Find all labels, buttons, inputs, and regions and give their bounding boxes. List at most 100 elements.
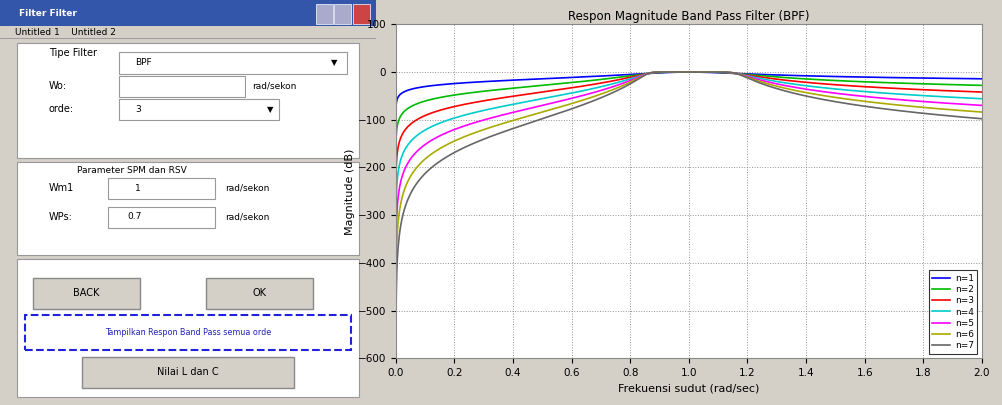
Text: WPs:: WPs: (49, 212, 73, 222)
n=7 (772, 86, 784, 91)
n=3 (683, 70, 695, 75)
n=6 (976, 110, 988, 115)
n=6 (496, 121, 508, 126)
n=4 (614, 79, 626, 84)
n=7 (828, 99, 840, 104)
n=4 (390, 215, 402, 220)
n=7 (390, 325, 402, 330)
Y-axis label: Magnitude (dB): Magnitude (dB) (345, 148, 355, 234)
n=1 (976, 77, 988, 81)
n=6 (741, 75, 754, 80)
n=4 (872, 90, 884, 95)
FancyBboxPatch shape (119, 76, 245, 97)
n=1 (496, 78, 508, 83)
FancyBboxPatch shape (205, 278, 313, 309)
n=7 (741, 76, 754, 81)
n=2 (772, 75, 784, 79)
FancyBboxPatch shape (119, 99, 280, 120)
Text: 0.7: 0.7 (128, 212, 142, 221)
n=5 (681, 70, 693, 75)
n=5 (772, 81, 784, 86)
FancyBboxPatch shape (17, 162, 359, 255)
Text: BPF: BPF (135, 58, 152, 67)
n=5 (828, 91, 840, 96)
n=1 (772, 72, 784, 77)
Text: Nilai L dan C: Nilai L dan C (157, 367, 218, 377)
n=3 (741, 72, 754, 77)
FancyBboxPatch shape (108, 207, 215, 228)
n=2 (683, 70, 695, 75)
n=7 (680, 70, 692, 75)
Text: 3: 3 (135, 105, 141, 114)
n=6 (390, 289, 402, 294)
n=5 (496, 113, 508, 117)
n=2 (828, 78, 840, 83)
n=4 (828, 86, 840, 91)
n=2 (496, 87, 508, 92)
n=1 (872, 75, 884, 80)
n=3 (828, 82, 840, 87)
n=5 (872, 95, 884, 100)
Text: ▼: ▼ (331, 58, 337, 67)
Bar (316, 4, 333, 24)
n=3 (390, 179, 402, 184)
Text: orde:: orde: (49, 104, 74, 114)
FancyBboxPatch shape (119, 52, 347, 74)
Text: Wm1: Wm1 (49, 183, 74, 193)
Text: BACK: BACK (73, 288, 99, 298)
FancyBboxPatch shape (81, 357, 295, 388)
n=1 (828, 74, 840, 79)
Bar (335, 4, 352, 24)
n=3 (772, 77, 784, 82)
n=7 (976, 116, 988, 121)
X-axis label: Frekuensi sudut (rad/sec): Frekuensi sudut (rad/sec) (618, 384, 760, 394)
Line: n=3: n=3 (396, 72, 982, 181)
n=6 (828, 95, 840, 100)
Text: ▼: ▼ (267, 105, 274, 114)
Line: n=1: n=1 (396, 72, 982, 109)
FancyBboxPatch shape (33, 278, 140, 309)
Bar (353, 4, 370, 24)
Text: OK: OK (253, 288, 267, 298)
n=5 (976, 103, 988, 108)
Text: Filter Filter: Filter Filter (19, 9, 77, 18)
n=3 (872, 85, 884, 90)
n=1 (683, 70, 695, 75)
FancyBboxPatch shape (108, 178, 215, 199)
n=7 (614, 87, 626, 92)
Line: n=5: n=5 (396, 72, 982, 255)
Text: rad/sekon: rad/sekon (225, 212, 270, 221)
n=3 (614, 77, 626, 82)
n=4 (772, 79, 784, 84)
n=7 (872, 106, 884, 111)
n=6 (681, 70, 693, 75)
n=2 (872, 80, 884, 85)
Bar (0, 0, 376, 26)
FancyBboxPatch shape (25, 315, 351, 350)
Text: Tipe Filter: Tipe Filter (49, 48, 97, 58)
Line: n=2: n=2 (396, 72, 982, 145)
n=4 (741, 73, 754, 78)
Line: n=7: n=7 (396, 72, 982, 328)
Text: rad/sekon: rad/sekon (225, 184, 270, 193)
Text: Untitled 1    Untitled 2: Untitled 1 Untitled 2 (15, 28, 116, 37)
n=1 (614, 72, 626, 77)
n=4 (682, 70, 694, 75)
Text: Tampilkan Respon Band Pass semua orde: Tampilkan Respon Band Pass semua orde (105, 328, 271, 337)
n=1 (390, 106, 402, 111)
Legend: n=1, n=2, n=3, n=4, n=5, n=6, n=7: n=1, n=2, n=3, n=4, n=5, n=6, n=7 (929, 270, 977, 354)
n=3 (976, 90, 988, 94)
Line: n=4: n=4 (396, 72, 982, 218)
n=2 (614, 75, 626, 79)
FancyBboxPatch shape (17, 43, 359, 158)
FancyBboxPatch shape (17, 259, 359, 397)
Text: Wo:: Wo: (49, 81, 67, 91)
Text: Parameter SPM dan RSV: Parameter SPM dan RSV (76, 166, 186, 175)
n=6 (772, 84, 784, 89)
n=1 (741, 72, 754, 77)
n=2 (741, 72, 754, 77)
n=3 (496, 96, 508, 100)
n=4 (496, 104, 508, 109)
n=5 (390, 252, 402, 257)
Line: n=6: n=6 (396, 72, 982, 291)
